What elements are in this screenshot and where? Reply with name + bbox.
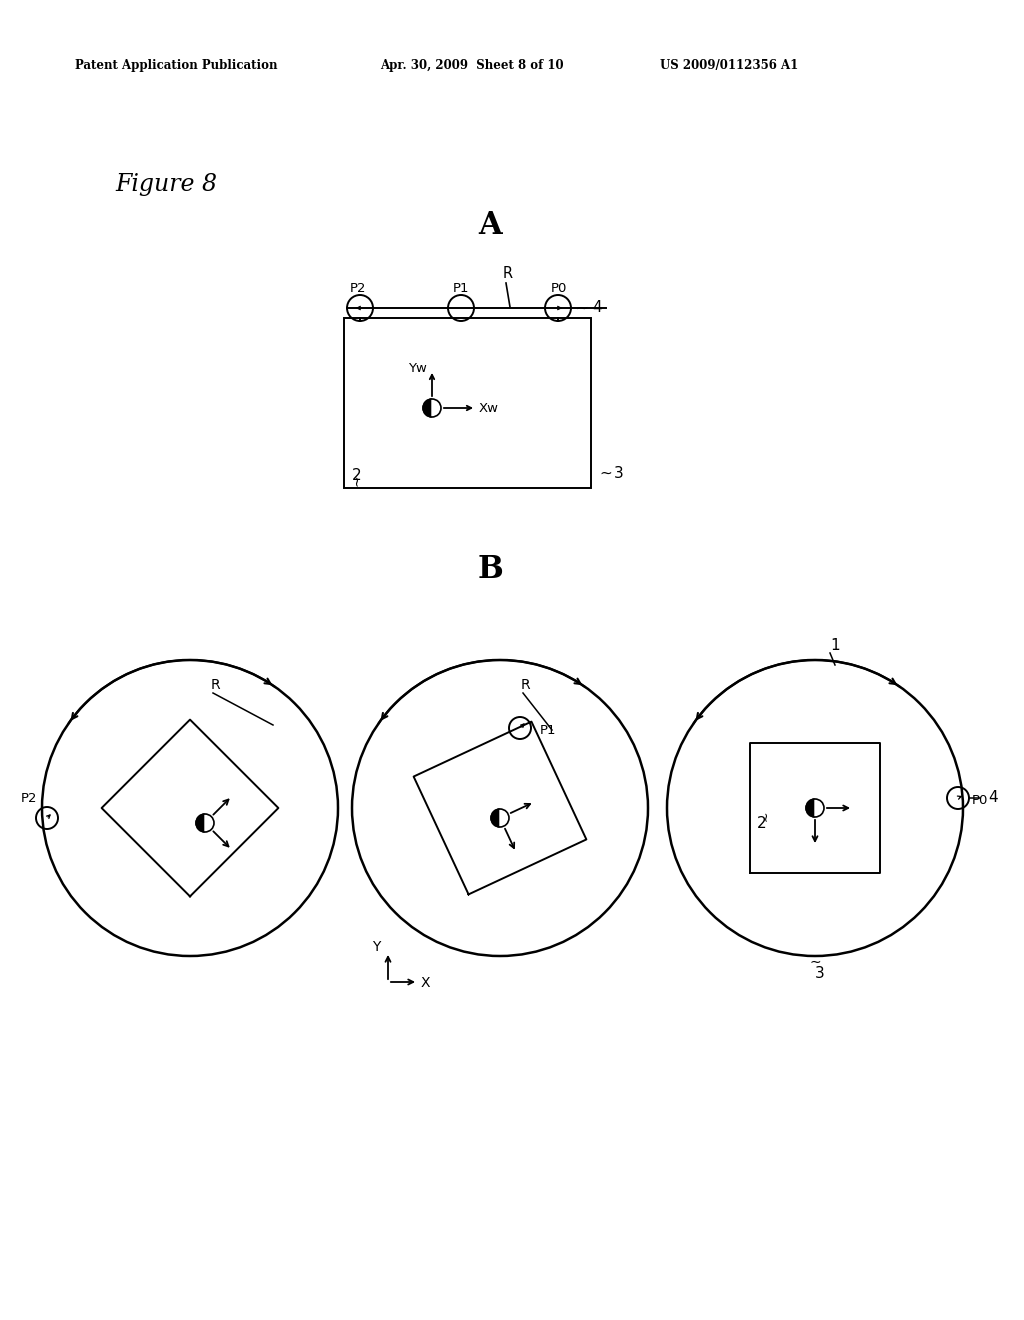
Text: B: B <box>477 554 503 586</box>
Text: 1: 1 <box>830 638 840 652</box>
Text: A: A <box>478 210 502 240</box>
Text: R: R <box>210 678 220 692</box>
Text: P0: P0 <box>972 795 988 808</box>
Wedge shape <box>423 399 432 417</box>
Text: 3: 3 <box>614 466 624 480</box>
Text: ∼: ∼ <box>575 301 588 315</box>
Text: R: R <box>520 678 529 692</box>
Text: P1: P1 <box>540 725 556 738</box>
Wedge shape <box>196 814 205 832</box>
Text: Apr. 30, 2009  Sheet 8 of 10: Apr. 30, 2009 Sheet 8 of 10 <box>380 58 563 71</box>
Text: P2: P2 <box>20 792 37 804</box>
Wedge shape <box>806 799 815 817</box>
Text: Patent Application Publication: Patent Application Publication <box>75 58 278 71</box>
Text: Yw: Yw <box>408 362 427 375</box>
Wedge shape <box>490 809 500 828</box>
Text: P2: P2 <box>350 282 367 296</box>
Text: ∼: ∼ <box>349 474 362 486</box>
Text: P0: P0 <box>551 282 567 296</box>
Text: Y: Y <box>372 940 380 954</box>
Bar <box>344 318 591 488</box>
Text: R: R <box>503 267 513 281</box>
Text: 3: 3 <box>815 966 825 982</box>
Text: X: X <box>420 975 430 990</box>
Text: ∼: ∼ <box>599 466 611 480</box>
Text: 4: 4 <box>988 791 997 805</box>
Text: 2: 2 <box>757 816 767 830</box>
Wedge shape <box>500 809 509 828</box>
Text: Figure 8: Figure 8 <box>115 173 217 197</box>
Text: US 2009/0112356 A1: US 2009/0112356 A1 <box>660 58 799 71</box>
Wedge shape <box>432 399 441 417</box>
Text: ∼: ∼ <box>760 810 773 821</box>
Text: 4: 4 <box>592 301 602 315</box>
Text: 2: 2 <box>352 469 361 483</box>
Text: Xw: Xw <box>479 401 499 414</box>
Wedge shape <box>205 814 214 832</box>
Wedge shape <box>815 799 824 817</box>
Text: P1: P1 <box>453 282 469 296</box>
Text: ∼: ∼ <box>809 954 821 969</box>
